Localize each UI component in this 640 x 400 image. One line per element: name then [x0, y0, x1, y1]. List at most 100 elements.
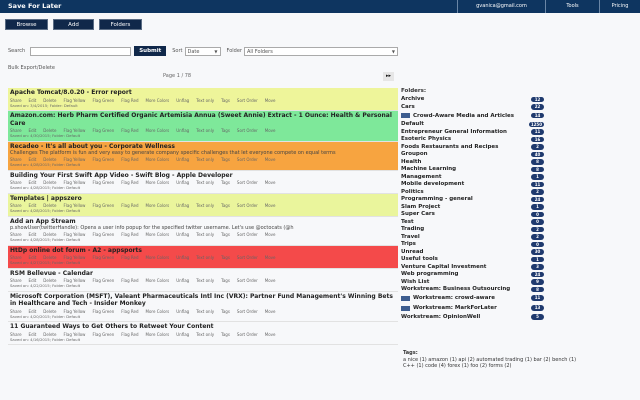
action-delete-link[interactable]: Delete	[43, 157, 57, 162]
action-edit-link[interactable]: Edit	[28, 128, 37, 133]
action-move-link[interactable]: Move	[264, 128, 276, 133]
item-title-link[interactable]: Amazon.com: Herb Pharm Certified Organic…	[10, 112, 392, 127]
action-sort-order-link[interactable]: Sort Order	[236, 128, 258, 133]
action-sort-order-link[interactable]: Sort Order	[236, 278, 258, 283]
action-more-colors-link[interactable]: More Colors	[145, 278, 170, 283]
action-share-link[interactable]: Share	[10, 97, 22, 103]
action-more-colors-link[interactable]: More Colors	[145, 255, 170, 260]
item-title-link[interactable]: Apache Tomcat/8.0.20 - Error report	[10, 89, 132, 96]
sidebar-folder-item[interactable]: Machine Learning 8	[401, 166, 544, 174]
sidebar-folder-item[interactable]: Trading 2	[401, 226, 544, 234]
action-edit-link[interactable]: Edit	[28, 255, 37, 260]
item-title-link[interactable]: Microsoft Corporation (MSFT), Valeant Ph…	[10, 292, 393, 308]
action-flag-red-link[interactable]: Flag Red	[121, 308, 139, 314]
action-delete-link[interactable]: Delete	[43, 331, 57, 337]
sidebar-folder-item[interactable]: Cars 22	[401, 103, 544, 111]
sidebar-folder-item[interactable]: Archive 12	[401, 96, 544, 104]
action-edit-link[interactable]: Edit	[28, 157, 37, 162]
action-text-only-link[interactable]: Text only	[196, 157, 215, 162]
action-tags-link[interactable]: Tags	[221, 278, 230, 283]
action-share-link[interactable]: Share	[10, 128, 22, 133]
action-flag-yellow-link[interactable]: Flag Yellow	[63, 255, 86, 260]
action-sort-order-link[interactable]: Sort Order	[236, 308, 258, 314]
action-flag-yellow-link[interactable]: Flag Yellow	[63, 308, 86, 314]
action-flag-green-link[interactable]: Flag Green	[92, 278, 115, 283]
action-flag-red-link[interactable]: Flag Red	[121, 232, 139, 237]
action-flag-green-link[interactable]: Flag Green	[92, 180, 115, 185]
action-unflag-link[interactable]: Unflag	[176, 255, 190, 260]
action-flag-green-link[interactable]: Flag Green	[92, 308, 115, 314]
sidebar-folder-item[interactable]: Esoteric Physics 16	[401, 136, 544, 144]
action-flag-green-link[interactable]: Flag Green	[92, 157, 115, 162]
action-more-colors-link[interactable]: More Colors	[145, 157, 170, 162]
action-flag-red-link[interactable]: Flag Red	[121, 157, 139, 162]
sidebar-folder-item[interactable]: Groupon 40	[401, 151, 544, 159]
action-tags-link[interactable]: Tags	[221, 97, 230, 103]
bulk-export-link[interactable]: Bulk Export/Delete	[8, 65, 55, 71]
action-more-colors-link[interactable]: More Colors	[145, 331, 170, 337]
sidebar-folder-item[interactable]: Slam Project 1	[401, 203, 544, 211]
action-text-only-link[interactable]: Text only	[196, 203, 215, 208]
action-unflag-link[interactable]: Unflag	[176, 180, 190, 185]
sort-select[interactable]: Date ▼	[184, 46, 221, 56]
action-flag-yellow-link[interactable]: Flag Yellow	[63, 128, 86, 133]
action-text-only-link[interactable]: Text only	[196, 331, 215, 337]
sidebar-folder-item[interactable]: Workstream: OpinionWell 5	[401, 313, 544, 321]
item-title-link[interactable]: Templates | appszero	[10, 194, 82, 202]
action-share-link[interactable]: Share	[10, 232, 22, 237]
action-edit-link[interactable]: Edit	[28, 331, 37, 337]
action-move-link[interactable]: Move	[264, 97, 276, 103]
action-flag-green-link[interactable]: Flag Green	[92, 203, 115, 208]
action-tags-link[interactable]: Tags	[221, 255, 230, 260]
browse-button[interactable]: Browse	[5, 19, 48, 30]
action-flag-yellow-link[interactable]: Flag Yellow	[63, 232, 86, 237]
sidebar-folder-item[interactable]: Workstream: Business Outsourcing 8	[401, 286, 544, 294]
action-share-link[interactable]: Share	[10, 331, 22, 337]
pricing-link[interactable]: Pricing	[599, 0, 640, 13]
action-tags-link[interactable]: Tags	[221, 232, 230, 237]
action-edit-link[interactable]: Edit	[28, 97, 37, 103]
sidebar-folder-item[interactable]: Workstream: MarkForLater 13	[401, 303, 544, 313]
action-sort-order-link[interactable]: Sort Order	[236, 331, 258, 337]
action-flag-yellow-link[interactable]: Flag Yellow	[63, 97, 86, 103]
action-delete-link[interactable]: Delete	[43, 255, 57, 260]
action-flag-yellow-link[interactable]: Flag Yellow	[63, 180, 86, 185]
action-unflag-link[interactable]: Unflag	[176, 278, 190, 283]
action-more-colors-link[interactable]: More Colors	[145, 232, 170, 237]
item-title-link[interactable]: HtDp online dot forum - A2 - appsports	[10, 246, 142, 254]
sidebar-folder-item[interactable]: Useful tools 1	[401, 256, 544, 264]
tools-link[interactable]: Tools	[545, 0, 599, 13]
action-edit-link[interactable]: Edit	[28, 180, 37, 185]
action-tags-link[interactable]: Tags	[221, 128, 230, 133]
action-text-only-link[interactable]: Text only	[196, 180, 215, 185]
action-flag-red-link[interactable]: Flag Red	[121, 203, 139, 208]
action-sort-order-link[interactable]: Sort Order	[236, 180, 258, 185]
action-move-link[interactable]: Move	[264, 232, 276, 237]
folder-select[interactable]: All Folders ▼	[243, 46, 398, 56]
action-unflag-link[interactable]: Unflag	[176, 232, 190, 237]
action-unflag-link[interactable]: Unflag	[176, 203, 190, 208]
item-title-link[interactable]: Building Your First Swift App Video - Sw…	[10, 171, 233, 179]
action-tags-link[interactable]: Tags	[221, 331, 230, 337]
action-flag-red-link[interactable]: Flag Red	[121, 180, 139, 185]
action-move-link[interactable]: Move	[264, 180, 276, 185]
item-title-link[interactable]: Recadeo - It's all about you - Corporate…	[10, 142, 175, 150]
action-move-link[interactable]: Move	[264, 331, 276, 337]
sidebar-folder-item[interactable]: Super Cars 0	[401, 211, 544, 219]
action-flag-yellow-link[interactable]: Flag Yellow	[63, 203, 86, 208]
action-sort-order-link[interactable]: Sort Order	[236, 157, 258, 162]
action-delete-link[interactable]: Delete	[43, 97, 57, 103]
action-move-link[interactable]: Move	[264, 308, 276, 314]
tag-cloud[interactable]: a nice (1) amazon (1) api (2) automated …	[403, 357, 577, 369]
action-move-link[interactable]: Move	[264, 255, 276, 260]
action-text-only-link[interactable]: Text only	[196, 308, 215, 314]
add-button[interactable]: Add	[53, 19, 94, 30]
action-text-only-link[interactable]: Text only	[196, 97, 215, 103]
action-flag-green-link[interactable]: Flag Green	[92, 97, 115, 103]
action-delete-link[interactable]: Delete	[43, 180, 57, 185]
action-unflag-link[interactable]: Unflag	[176, 128, 190, 133]
sidebar-folder-item[interactable]: Programming - general 24	[401, 196, 544, 204]
action-edit-link[interactable]: Edit	[28, 203, 37, 208]
action-share-link[interactable]: Share	[10, 278, 22, 283]
action-move-link[interactable]: Move	[264, 278, 276, 283]
